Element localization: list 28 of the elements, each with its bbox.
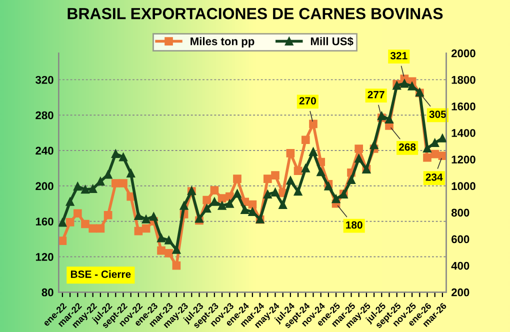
y-tick-label: 280 [36, 111, 54, 120]
y-tick-label: 320 [36, 76, 54, 84]
y2-tick-label: 2000 [451, 49, 476, 58]
data-label: 268 [398, 143, 416, 151]
data-label: 305 [429, 110, 446, 118]
annotation: BSE - Cierre [70, 270, 131, 278]
data-label: 270 [299, 97, 316, 105]
data-label: 321 [390, 52, 408, 60]
y2-tick-label: 200 [451, 288, 470, 296]
y-tick-label: 200 [36, 182, 54, 190]
y2-tick-label: 600 [452, 235, 470, 244]
y2-tick-label: 1400 [452, 129, 476, 137]
chart-title: BRASIL EXPORTACIONES DE CARNES BOVINAS [68, 8, 443, 20]
y2-tick-label: 1600 [452, 102, 476, 110]
y-tick-label: 240 [36, 146, 54, 155]
legend-label: Miles ton pp [190, 37, 254, 48]
data-label: 234 [426, 173, 443, 181]
data-label: 180 [346, 221, 362, 229]
y-tick-label: 120 [36, 253, 54, 261]
y2-tick-label: 1800 [452, 76, 476, 84]
y2-tick-label: 400 [451, 262, 470, 270]
y2-tick-label: 1200 [452, 156, 476, 164]
y2-tick-label: 800 [451, 208, 470, 217]
legend-label: Mill US$ [310, 36, 354, 46]
y-tick-label: 160 [36, 218, 54, 226]
data-label: 277 [368, 90, 384, 98]
y-tick-label: 80 [42, 288, 54, 296]
y2-tick-label: 1000 [452, 182, 476, 190]
